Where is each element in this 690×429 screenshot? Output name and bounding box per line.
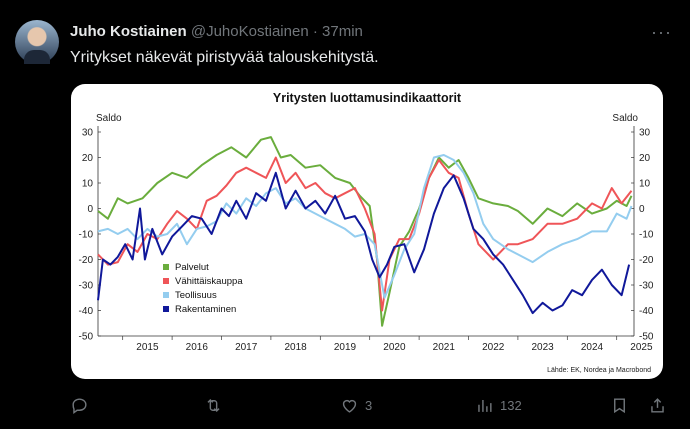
more-options-icon[interactable]: ···: [651, 22, 672, 42]
x-tick-label: 2020: [383, 342, 406, 353]
y-label-right: Saldo: [612, 113, 638, 124]
tweet-header: Juho Kostiainen @JuhoKostiainen · 37min: [70, 23, 363, 40]
x-tick-label: 2023: [531, 342, 554, 353]
chart-image[interactable]: Yritysten luottamusindikaattorit Saldo S…: [71, 84, 663, 379]
x-tick-label: 2024: [581, 342, 604, 353]
repost-button[interactable]: [204, 396, 223, 415]
x-tick-label: 2016: [186, 342, 209, 353]
x-tick-label: 2019: [334, 342, 357, 353]
views-button[interactable]: 132: [475, 396, 522, 415]
like-count: 3: [365, 398, 373, 413]
y-tick-label-right: 10: [639, 179, 651, 190]
author-name[interactable]: Juho Kostiainen: [70, 23, 187, 40]
y-tick-label-left: -40: [79, 306, 94, 317]
y-tick-label-left: -30: [79, 281, 94, 292]
legend-swatch: [163, 264, 169, 270]
chart-title: Yritysten luottamusindikaattorit: [273, 91, 462, 105]
tweet-text: Yritykset näkevät piristyvää talouskehit…: [70, 49, 379, 66]
y-tick-label-left: 10: [82, 179, 94, 190]
reply-button[interactable]: [70, 396, 89, 415]
bookmark-button[interactable]: [610, 396, 629, 415]
x-tick-label: 2015: [136, 342, 159, 353]
legend-label: Vähittäiskauppa: [175, 276, 243, 287]
separator-dot: ·: [312, 23, 318, 40]
avatar[interactable]: [15, 20, 59, 64]
y-label-left: Saldo: [96, 113, 122, 124]
x-tick-label: 2018: [284, 342, 307, 353]
y-tick-label-left: -50: [79, 332, 94, 343]
series-line: [97, 156, 633, 312]
y-tick-label-left: 30: [82, 128, 94, 139]
y-tick-label-right: 30: [639, 128, 651, 139]
y-tick-label-left: -10: [79, 230, 94, 241]
legend-label: Teollisuus: [175, 290, 217, 301]
y-tick-label-right: -20: [639, 255, 654, 266]
y-tick-label-left: 20: [82, 153, 94, 164]
y-tick-label-right: -50: [639, 332, 654, 343]
y-tick-label-left: -20: [79, 255, 94, 266]
views-icon: [478, 399, 492, 412]
legend-swatch: [163, 306, 169, 312]
chart-source: Lähde: EK, Nordea ja Macrobond: [547, 367, 651, 374]
share-icon: [651, 398, 664, 413]
series-line: [97, 171, 631, 315]
line-chart: Yritysten luottamusindikaattorit Saldo S…: [79, 91, 654, 374]
y-tick-label-right: -30: [639, 281, 654, 292]
x-tick-label: 2022: [482, 342, 505, 353]
timestamp[interactable]: 37min: [322, 23, 363, 40]
legend-label: Rakentaminen: [175, 304, 236, 315]
y-tick-label-right: -10: [639, 230, 654, 241]
like-button[interactable]: 3: [340, 396, 372, 415]
heart-icon: [342, 399, 357, 413]
repost-icon: [207, 398, 220, 413]
reply-icon: [72, 398, 87, 415]
y-tick-label-right: 20: [639, 153, 651, 164]
x-tick-label: 2017: [235, 342, 258, 353]
author-handle[interactable]: @JuhoKostiainen: [190, 23, 309, 40]
share-button[interactable]: [648, 396, 667, 415]
action-bar: 3 132: [70, 396, 672, 418]
legend-swatch: [163, 292, 169, 298]
x-tick-label: 2021: [433, 342, 456, 353]
y-tick-label-right: 0: [639, 204, 645, 215]
y-tick-label-left: 0: [87, 204, 93, 215]
x-tick-label: 2025: [630, 342, 653, 353]
series-line: [97, 154, 633, 299]
view-count: 132: [500, 398, 522, 413]
legend-label: Palvelut: [175, 262, 209, 273]
y-tick-label-right: -40: [639, 306, 654, 317]
bookmark-icon: [614, 398, 625, 414]
legend-swatch: [163, 278, 169, 284]
